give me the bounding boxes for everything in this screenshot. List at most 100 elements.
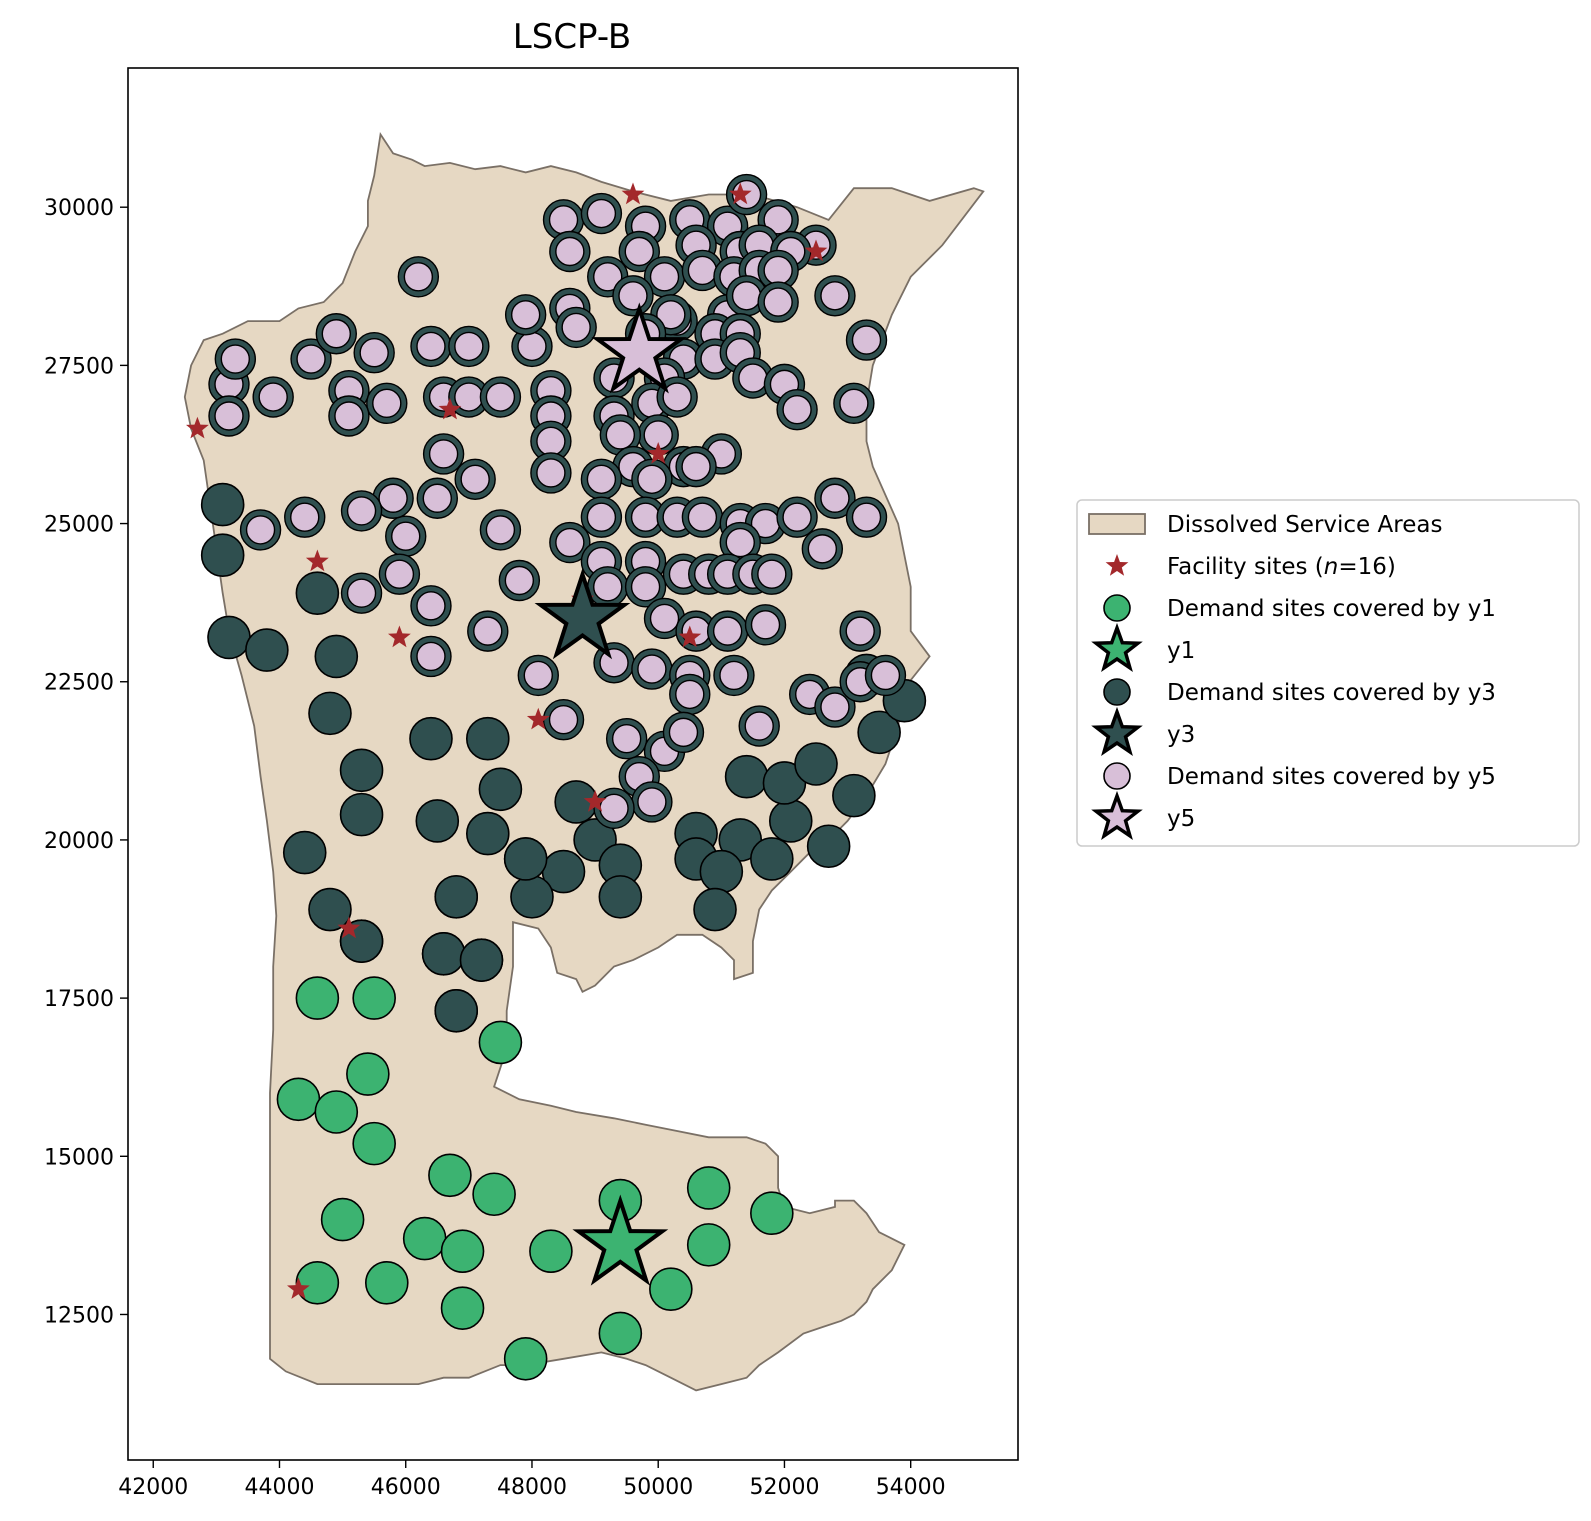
y5-point-core [561,312,591,343]
y3-demand-point [693,887,737,932]
facility-star [804,239,828,262]
y1-demand-point [428,1153,472,1198]
y5-point-core [820,281,850,311]
y-tick-label: 25000 [44,513,114,538]
y5-demand-point [618,230,660,273]
legend-label: Dissolved Service Areas [1167,512,1442,538]
y5-point-core [763,287,793,317]
legend-star [1091,706,1143,756]
y3-demand-point [510,875,554,919]
y5-demand-point [252,376,294,418]
y5-demand-point [839,610,881,652]
y5-point-core [624,236,654,267]
legend-item: Demand sites covered by y3 [1103,678,1496,706]
y1-demand-point [346,1052,390,1096]
y5-point-core [586,502,617,532]
y5-demand-point [549,521,591,564]
y5-demand-point [530,420,572,463]
y5-demand-point [416,477,458,519]
y1-demand-point [503,1336,548,1381]
y5-point-core [403,262,434,292]
y5-point-core [536,458,566,488]
y5-demand-point [397,256,440,298]
y5-point-core [485,382,516,412]
y1-demand-point [440,1286,485,1330]
legend-label: Facility sites (n=16) [1167,554,1396,580]
y5-demand-point [448,325,490,368]
legend-item: y3 [1091,706,1195,756]
y5-point-core [245,515,276,545]
y5-point-core [687,255,718,286]
x-tick-label: 50000 [623,1475,693,1500]
y5-demand-point [662,711,705,754]
legend-patch [1088,513,1146,535]
y5-point-core [820,692,850,722]
y1-demand-point [686,1166,731,1210]
y5-point-core [460,464,490,494]
y3-demand-point [598,875,643,919]
y5-demand-point [467,610,509,652]
y3-demand-point [339,792,384,837]
y3-demand-point [699,849,744,894]
y5-point-core [517,331,547,362]
x-tick-label: 52000 [749,1475,819,1500]
y1-demand-point [295,1261,340,1305]
y3-demand-point [459,938,504,982]
y5-demand-point [290,338,332,380]
y5-point-core [687,502,718,532]
y5-demand-point [624,566,667,608]
y5-point-core [334,401,364,431]
y5-point-core [220,344,251,374]
y1-demand-point [750,1191,794,1236]
y5-point-core [870,660,901,691]
y5-point-core [523,660,553,691]
y3-sites-layer [200,482,927,1033]
y3-demand-point [794,742,838,786]
y5-demand-point [549,230,591,273]
y1-demand-point [598,1311,643,1356]
y5-demand-point [479,509,522,551]
legend-label: Demand sites covered by y3 [1167,680,1496,706]
y-tick-label: 22500 [44,671,114,696]
y5-point-core [378,483,408,513]
y5-demand-point [643,597,686,640]
legend-item: y5 [1091,790,1195,840]
y5-demand-point [378,553,421,595]
y1-demand-point [649,1267,693,1311]
y5-point-core [485,515,516,545]
y3-demand-point [200,533,245,578]
y5-demand-point [624,496,667,538]
y5-point-core [510,300,541,330]
y5-demand-point [498,559,541,602]
x-tick-label: 42000 [118,1475,188,1500]
y5-point-core [820,483,850,513]
y1-demand-point [402,1216,447,1261]
y5-point-core [637,787,667,817]
x-tick-label: 46000 [371,1475,441,1500]
y5-point-core [618,281,648,311]
y5-point-core [296,344,326,374]
y3-demand-point [806,824,851,869]
y5-point-core [782,394,812,425]
y5-demand-point [340,572,383,614]
legend-star [1091,790,1143,840]
y5-demand-point [372,477,414,519]
y5-demand-point [385,515,427,557]
plot-area [183,131,985,1392]
y5-demand-point [738,705,780,747]
y3-demand-point [478,767,523,812]
y-tick-label: 12500 [44,1303,114,1328]
y5-point-core [763,255,793,286]
y1-demand-point [472,1172,516,1217]
y5-demand-point [776,388,818,431]
facility-star [388,625,411,648]
legend-label: Demand sites covered by y5 [1167,764,1496,790]
y5-demand-point [580,496,623,538]
y5-demand-point [612,275,654,317]
legend-item: Facility sites (n=16) [1105,554,1396,580]
y5-demand-point [656,376,698,418]
y5-point-core [290,502,320,532]
y5-point-core [725,527,755,558]
y5-point-core [731,281,762,311]
y-tick-label: 20000 [44,829,114,854]
